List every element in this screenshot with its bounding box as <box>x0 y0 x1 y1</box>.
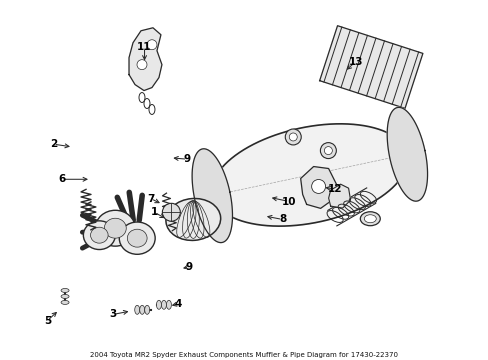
Ellipse shape <box>135 305 140 314</box>
Ellipse shape <box>144 305 149 314</box>
Polygon shape <box>386 107 427 201</box>
Text: 3: 3 <box>109 310 116 319</box>
Text: 6: 6 <box>58 174 65 184</box>
Ellipse shape <box>156 300 161 309</box>
Text: 11: 11 <box>137 42 151 52</box>
Ellipse shape <box>119 222 155 254</box>
Circle shape <box>324 147 332 154</box>
Text: 9: 9 <box>183 154 191 164</box>
Polygon shape <box>319 26 422 108</box>
Text: 10: 10 <box>282 197 296 207</box>
Text: 1: 1 <box>150 207 158 217</box>
Ellipse shape <box>165 198 220 240</box>
Ellipse shape <box>140 305 144 314</box>
Ellipse shape <box>364 215 376 223</box>
Circle shape <box>311 180 325 193</box>
Circle shape <box>147 40 157 50</box>
Text: 13: 13 <box>348 57 362 67</box>
Polygon shape <box>328 184 350 208</box>
Ellipse shape <box>61 300 69 305</box>
Text: 9: 9 <box>185 262 193 272</box>
Text: 4: 4 <box>175 299 182 309</box>
Text: 7: 7 <box>147 194 154 204</box>
Ellipse shape <box>161 300 166 309</box>
Polygon shape <box>211 124 407 226</box>
Polygon shape <box>192 149 232 243</box>
Text: 2: 2 <box>50 139 57 149</box>
Circle shape <box>289 133 297 141</box>
Text: 2004 Toyota MR2 Spyder Exhaust Components Muffler & Pipe Diagram for 17430-22370: 2004 Toyota MR2 Spyder Exhaust Component… <box>90 352 398 358</box>
Ellipse shape <box>166 300 171 309</box>
Ellipse shape <box>95 210 135 246</box>
Ellipse shape <box>83 221 115 249</box>
Ellipse shape <box>61 294 69 298</box>
Ellipse shape <box>104 218 126 238</box>
Ellipse shape <box>360 212 380 226</box>
Polygon shape <box>129 28 162 91</box>
Ellipse shape <box>90 227 108 243</box>
Circle shape <box>285 129 301 145</box>
Text: 5: 5 <box>44 316 51 325</box>
Text: 8: 8 <box>278 215 285 224</box>
Circle shape <box>320 143 336 158</box>
Ellipse shape <box>127 229 147 247</box>
Circle shape <box>162 203 180 221</box>
Text: 12: 12 <box>327 184 341 194</box>
Circle shape <box>137 60 147 69</box>
Polygon shape <box>300 167 336 208</box>
Ellipse shape <box>61 288 69 292</box>
